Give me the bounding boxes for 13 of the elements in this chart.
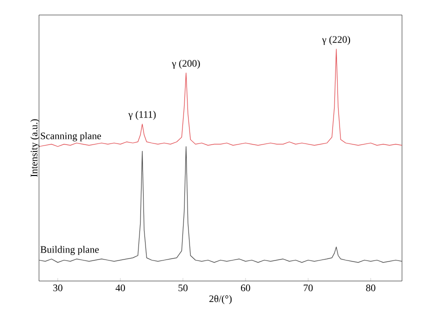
- annotation: γ (220): [322, 36, 350, 45]
- annotation: γ (111): [128, 110, 156, 120]
- x-tick-label: 70: [304, 284, 313, 292]
- x-tick-label: 80: [366, 284, 376, 292]
- x-tick-label: 40: [116, 284, 125, 292]
- x-tick-label: 60: [240, 284, 250, 292]
- x-tick-label: 50: [178, 284, 188, 292]
- y-axis-title: Intensity (a.u.): [30, 119, 40, 177]
- x-axis-title: 2θ/(°): [209, 295, 232, 304]
- series-label: Scanning plane: [40, 132, 101, 142]
- annotation: γ (200): [172, 60, 200, 69]
- x-tick-label: 30: [53, 284, 62, 292]
- series-label: Building plane: [40, 246, 99, 255]
